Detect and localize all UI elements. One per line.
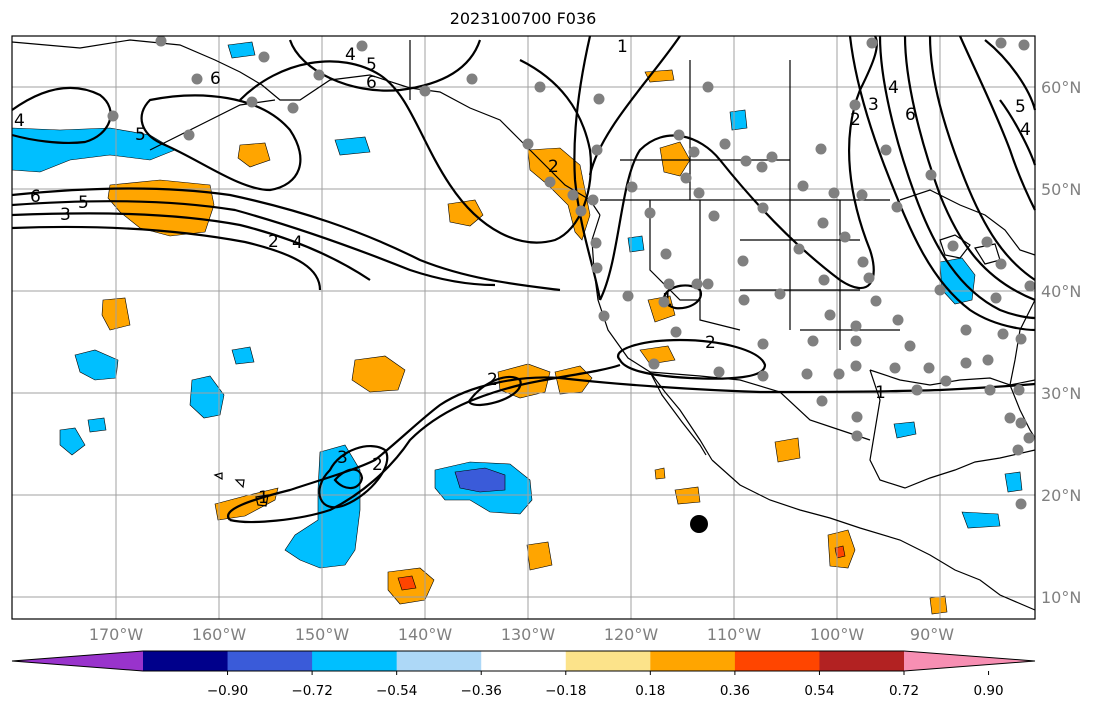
colorbar-tick-label: 0.90 (974, 683, 1004, 699)
storm-marker (690, 515, 708, 533)
lon-label: 150°W (295, 625, 350, 644)
contour-label: 6 (366, 73, 377, 93)
graticule (12, 36, 1035, 619)
lon-label: 100°W (810, 625, 865, 644)
contour-label: 3 (337, 448, 348, 468)
colorbar-tick-label: 0.18 (635, 683, 665, 699)
contour-label: 2 (548, 157, 559, 177)
colorbar-tick-label: −0.72 (291, 683, 332, 699)
colorbar-segment (312, 651, 398, 671)
lat-label: 40°N (1041, 282, 1081, 301)
coastlines (11, 39, 1036, 611)
anomaly-shading (11, 41, 1023, 615)
colorbar-ticks: −0.90 −0.72 −0.54 −0.36 −0.18 0.18 0.36 0.54 0.7… (207, 671, 1004, 699)
lat-label: 60°N (1041, 78, 1081, 97)
contour-label: 5 (78, 193, 89, 213)
contour-label: 6 (905, 105, 916, 125)
lon-label: 140°W (398, 625, 453, 644)
colorbar-segment (227, 651, 313, 671)
lon-label: 90°W (910, 625, 954, 644)
contour-label: 2 (850, 110, 861, 130)
colorbar-tick-label: −0.36 (461, 683, 502, 699)
colorbar-segment (396, 651, 482, 671)
colorbar-extend-max (904, 651, 1035, 671)
lat-label: 10°N (1041, 588, 1081, 607)
contour-label: 3 (60, 205, 71, 225)
contour-label: 1 (875, 383, 886, 403)
colorbar-tick-label: −0.90 (207, 683, 248, 699)
contour-label: 5 (135, 125, 146, 145)
colorbar-outline (11, 650, 1036, 672)
contour-label: 2 (705, 333, 716, 353)
lat-label: 20°N (1041, 486, 1081, 505)
contour-label: 1 (258, 488, 269, 508)
lat-label: 30°N (1041, 384, 1081, 403)
colorbar-tick-label: −0.18 (545, 683, 586, 699)
contour-label: 6 (30, 187, 41, 207)
colorbar-tick-label: 0.36 (720, 683, 750, 699)
contour-label: 1 (617, 37, 628, 57)
contour-label: 2 (372, 455, 383, 475)
station-dots (107, 35, 1036, 510)
contour-label: 4 (14, 111, 25, 131)
lon-label: 130°W (501, 625, 556, 644)
map-title: 2023100700 F036 (449, 9, 597, 28)
lon-label: 110°W (707, 625, 762, 644)
lon-label: 160°W (192, 625, 247, 644)
colorbar-segment (650, 651, 736, 671)
contour-label: 2 (487, 370, 498, 390)
latitude-axis: 60°N 50°N 40°N 30°N 20°N 10°N (1041, 78, 1081, 607)
colorbar-segment (481, 651, 567, 671)
map-frame (11, 35, 1036, 620)
contour-label: 5 (366, 55, 377, 75)
contour-label: 3 (868, 95, 879, 115)
colorbar-tick-label: −0.54 (376, 683, 417, 699)
contour-label: 4 (888, 78, 899, 98)
lon-label: 170°W (89, 625, 144, 644)
map-panel (12, 36, 1035, 619)
contour-lines (11, 35, 1037, 524)
contour-label: 6 (210, 69, 221, 89)
colorbar-extend-min (12, 651, 143, 671)
lat-label: 50°N (1041, 180, 1081, 199)
longitude-axis: 170°W 160°W 150°W 140°W 130°W 120°W 110°… (89, 625, 954, 644)
colorbar-segment (819, 651, 905, 671)
colorbar-tick-label: 0.72 (889, 683, 919, 699)
contour-label: 5 (1015, 97, 1026, 117)
contour-label: 4 (345, 45, 356, 65)
contour-label: 4 (292, 233, 303, 253)
colorbar-segment (734, 651, 820, 671)
lon-label: 120°W (604, 625, 659, 644)
colorbar-tick-label: 0.54 (804, 683, 834, 699)
colorbar (11, 650, 1036, 672)
contour-label-group: 6 5 4 3 2 6 5 4 4 5 6 1 2 2 3 4 6 5 4 2 … (14, 37, 1031, 508)
contour-label: 4 (1020, 120, 1031, 140)
colorbar-segment (565, 651, 651, 671)
contour-label: 2 (268, 232, 279, 252)
colorbar-segment (143, 651, 229, 671)
